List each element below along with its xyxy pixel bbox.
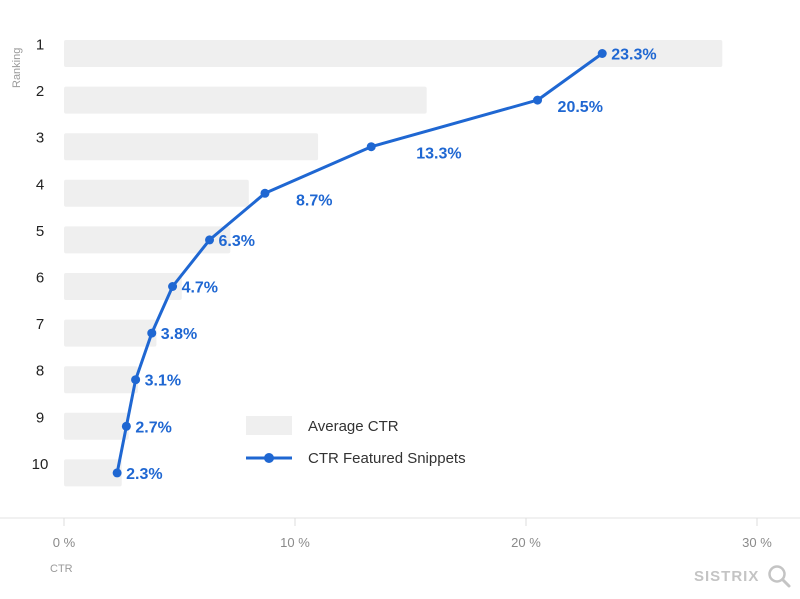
legend-label-featured-snippets: CTR Featured Snippets — [308, 450, 466, 467]
featured-snippets-point-rank-9 — [121, 421, 131, 431]
data-label-rank-10: 2.3% — [126, 466, 162, 483]
legend: Average CTR CTR Featured Snippets — [246, 416, 466, 467]
data-label-rank-8: 3.1% — [145, 373, 181, 390]
data-label-rank-6: 4.7% — [182, 280, 218, 297]
y-axis-title: Ranking — [11, 48, 23, 88]
featured-snippets-point-rank-2 — [533, 95, 543, 105]
data-label-rank-7: 3.8% — [161, 326, 197, 343]
average-ctr-bar-rank-8 — [64, 366, 138, 394]
average-ctr-bar-rank-10 — [64, 459, 122, 487]
brand-name: SISTRIX — [694, 568, 759, 585]
magnifier-icon — [768, 565, 791, 588]
featured-snippets-point-rank-1 — [597, 49, 607, 58]
featured-snippets-point-rank-7 — [147, 328, 157, 338]
rank-label-4: 4 — [36, 176, 44, 193]
data-label-rank-3: 13.3% — [416, 146, 461, 163]
average-ctr-bar-rank-2 — [64, 86, 427, 114]
featured-snippets-point-rank-3 — [366, 142, 376, 152]
data-label-rank-5: 6.3% — [219, 233, 255, 250]
average-ctr-bar-rank-9 — [64, 412, 129, 440]
legend-swatch-featured-snippets-dot — [264, 453, 274, 463]
legend-swatch-average-ctr — [246, 416, 292, 435]
data-label-rank-4: 8.7% — [296, 192, 332, 209]
average-ctr-bar-rank-3 — [64, 133, 319, 161]
average-ctr-bar-rank-1 — [64, 40, 723, 67]
data-label-rank-1: 23.3% — [611, 47, 656, 64]
average-ctr-bar-rank-5 — [64, 226, 231, 254]
legend-label-average-ctr: Average CTR — [308, 418, 399, 435]
featured-snippets-point-rank-4 — [260, 188, 270, 198]
data-label-rank-9: 2.7% — [135, 419, 171, 436]
featured-snippets-point-rank-5 — [205, 235, 215, 245]
rank-label-7: 7 — [36, 316, 44, 333]
rank-label-9: 9 — [36, 409, 44, 426]
x-axis-title: CTR — [50, 563, 73, 575]
featured-snippets-point-rank-6 — [168, 282, 178, 291]
data-label-rank-2: 20.5% — [558, 99, 603, 116]
featured-snippets-line: 23.3% 20.5% 13.3% 8.7% 6.3% 4.7% 3.8% 3.1% 2.7% 2… — [112, 47, 657, 483]
featured-snippets-point-rank-8 — [131, 375, 141, 385]
x-axis-ticks: 0 % 10 % 20 % 30 % — [53, 518, 772, 550]
x-tick-label-10: 10 % — [280, 535, 310, 550]
average-ctr-bar-rank-6 — [64, 273, 182, 300]
brand-logo: SISTRIX — [694, 565, 791, 588]
featured-snippets-polyline — [115, 52, 604, 475]
rank-label-5: 5 — [36, 223, 44, 240]
rank-label-8: 8 — [36, 363, 44, 380]
x-tick-label-0: 0 % — [53, 535, 76, 550]
ranking-labels: 1 2 3 4 5 6 7 8 9 10 — [32, 37, 49, 473]
x-tick-label-20: 20 % — [511, 535, 541, 550]
x-tick-label-30: 30 % — [742, 535, 772, 550]
average-ctr-bars — [64, 40, 723, 487]
rank-label-3: 3 — [36, 130, 44, 147]
rank-label-10: 10 — [32, 456, 49, 473]
rank-label-1: 1 — [36, 37, 44, 54]
average-ctr-bar-rank-4 — [64, 179, 249, 207]
rank-label-6: 6 — [36, 270, 44, 287]
average-ctr-bar-rank-7 — [64, 319, 157, 347]
featured-snippets-point-rank-10 — [112, 468, 122, 478]
rank-label-2: 2 — [36, 83, 44, 100]
